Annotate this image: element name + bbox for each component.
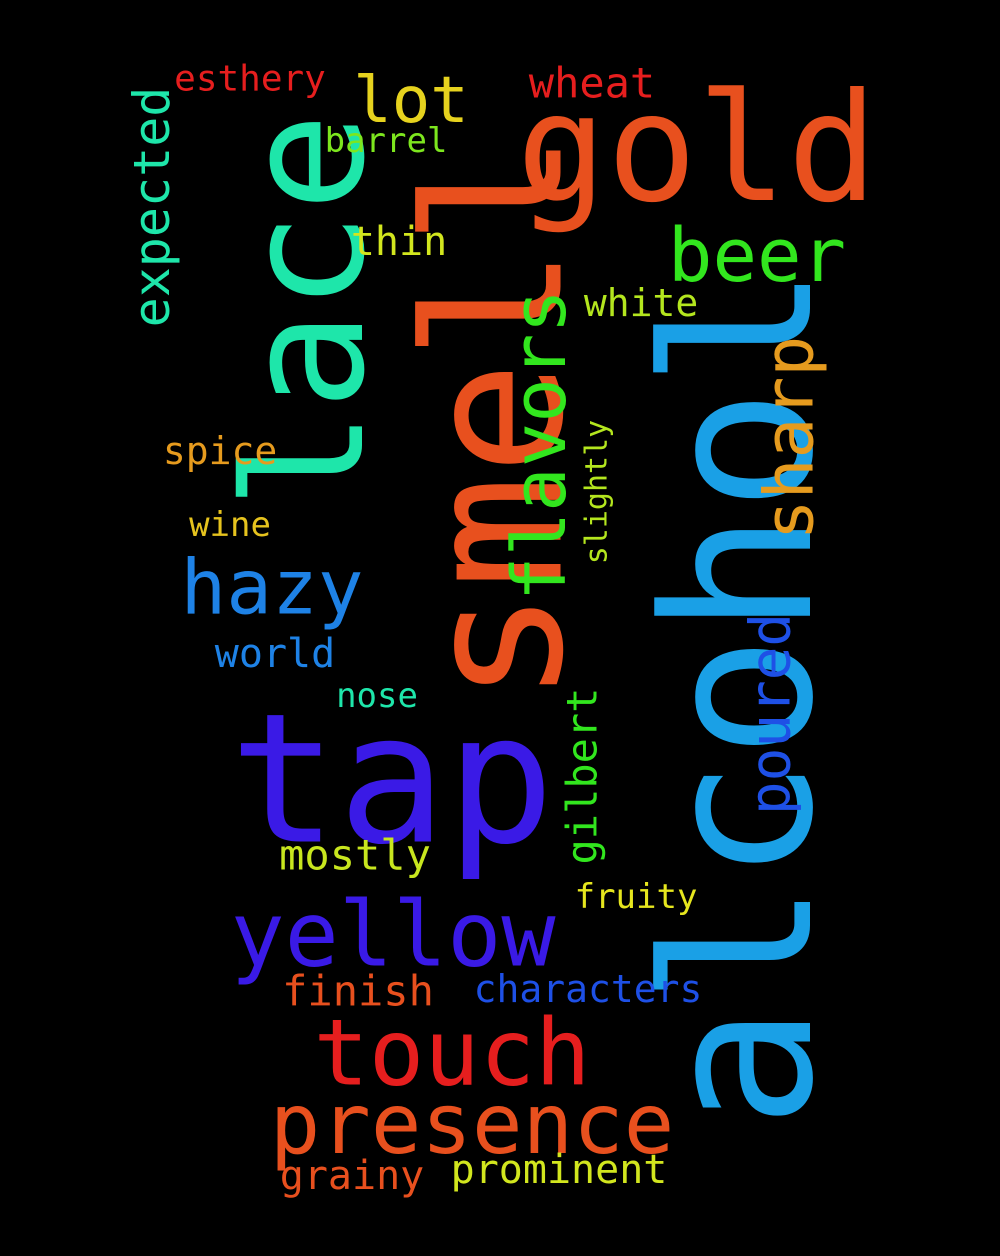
word-white: white <box>584 281 698 325</box>
word-esthery: esthery <box>174 59 326 100</box>
word-poured: poured <box>739 613 804 815</box>
word-barrel: barrel <box>325 121 448 161</box>
word-finish: finish <box>282 967 434 1016</box>
word-hazy: hazy <box>180 543 363 632</box>
word-gold: gold <box>516 62 877 236</box>
word-sharp: sharp <box>751 336 830 541</box>
word-flavors: flavors <box>497 289 583 601</box>
word-alcohol: alcohol <box>621 265 859 1129</box>
word-spice: spice <box>163 429 277 473</box>
word-wheat: wheat <box>529 59 655 108</box>
word-thin: thin <box>351 219 447 265</box>
word-characters: characters <box>474 967 703 1011</box>
word-lace: lace <box>209 112 401 509</box>
word-world: world <box>215 631 335 677</box>
word-nose: nose <box>336 676 418 716</box>
word-wine: wine <box>189 505 271 545</box>
word-presence: presence <box>270 1075 675 1173</box>
word-expected: expected <box>123 87 181 328</box>
word-touch: touch <box>314 1000 591 1107</box>
word-yellow: yellow <box>230 883 556 988</box>
word-smell: smell <box>385 132 606 704</box>
word-fruity: fruity <box>575 877 698 917</box>
word-grainy: grainy <box>280 1153 425 1199</box>
word-prominent: prominent <box>451 1147 668 1193</box>
word-gilbert: gilbert <box>558 687 607 864</box>
word-slightly: slightly <box>580 420 615 565</box>
word-lot: lot <box>353 64 469 138</box>
word-beer: beer <box>668 213 846 299</box>
word-tap: tap <box>229 676 554 885</box>
word-mostly: mostly <box>279 831 431 880</box>
